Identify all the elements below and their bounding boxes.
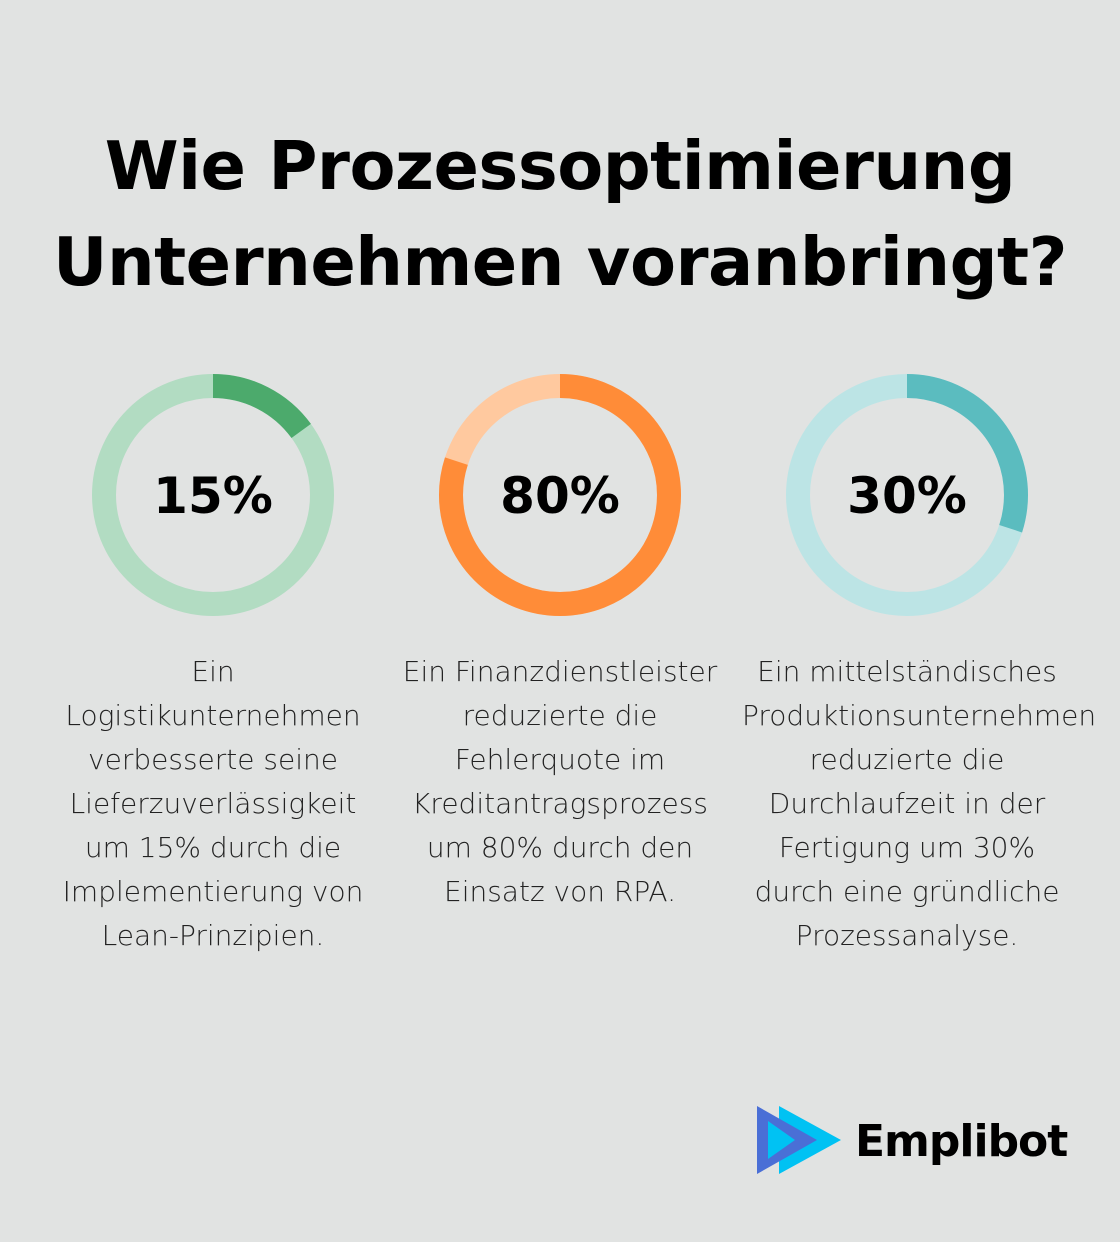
donut-chart-2: 80% bbox=[439, 374, 681, 616]
percent-label: 30% bbox=[847, 467, 967, 525]
donut-chart-1: 15% bbox=[92, 374, 334, 616]
stat-card-2: 80% Ein Finanzdienstleister reduzierte d… bbox=[395, 370, 725, 914]
stat-card-1: 15% Ein Logistikunternehmen verbesserte … bbox=[48, 370, 378, 958]
logo-text: Emplibot bbox=[855, 1115, 1068, 1167]
percent-label: 15% bbox=[153, 467, 273, 525]
percent-label: 80% bbox=[500, 467, 620, 525]
title-line-2: Unternehmen voranbringt? bbox=[53, 223, 1067, 301]
stat-description: Ein mittelständisches Produktionsunterne… bbox=[742, 655, 1097, 952]
donut-value-arc bbox=[92, 374, 334, 616]
page-title: Wie Prozessoptimierung Unternehmen voran… bbox=[0, 118, 1120, 310]
stat-description: Ein Logistikunternehmen verbesserte sein… bbox=[62, 655, 364, 952]
stat-card-3: 30% Ein mittelständisches Produktionsunt… bbox=[742, 370, 1097, 958]
stat-description: Ein Finanzdienstleister reduzierte die F… bbox=[402, 655, 718, 908]
donut-value-arc bbox=[786, 374, 1028, 616]
emplibot-logo: Emplibot bbox=[755, 1105, 1068, 1177]
play-triangles-icon bbox=[757, 1106, 841, 1174]
title-line-1: Wie Prozessoptimierung bbox=[104, 127, 1016, 205]
donut-value-arc bbox=[439, 374, 681, 616]
donut-chart-3: 30% bbox=[786, 374, 1028, 616]
